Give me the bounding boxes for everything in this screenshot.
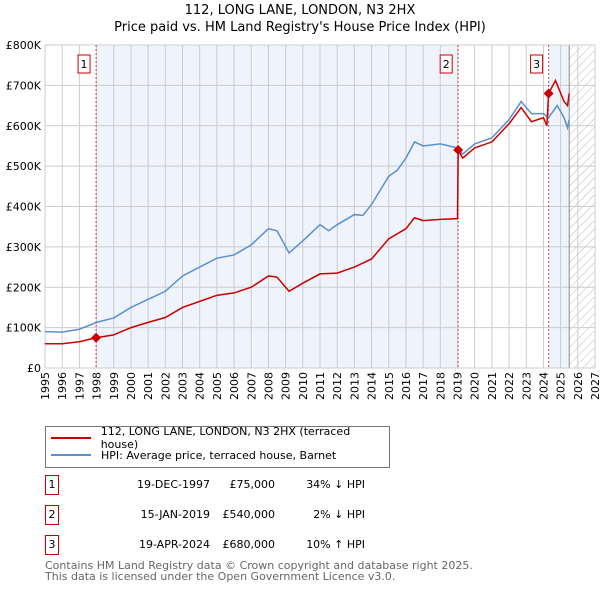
x-tick-label: 1999 bbox=[108, 372, 121, 400]
x-tick-label: 2019 bbox=[452, 372, 465, 400]
footer-copyright: Contains HM Land Registry data © Crown c… bbox=[45, 559, 473, 572]
y-tick-label: £0 bbox=[27, 362, 41, 375]
x-tick-label: 2002 bbox=[159, 372, 172, 400]
sale-row: 1 19-DEC-1997 £75,000 34% ↓ HPI bbox=[45, 475, 600, 495]
legend-swatch bbox=[51, 454, 91, 456]
x-tick-label: 2007 bbox=[245, 372, 258, 400]
x-tick-label: 1995 bbox=[39, 372, 52, 400]
hpi-line bbox=[44, 100, 570, 333]
x-tick-label: 2012 bbox=[331, 372, 344, 400]
sale-row: 3 19-APR-2024 £680,000 10% ↑ HPI bbox=[45, 535, 600, 555]
x-tick-label: 2006 bbox=[228, 372, 241, 400]
x-tick-label: 2009 bbox=[280, 372, 293, 400]
x-tick-label: 2013 bbox=[348, 372, 361, 400]
legend-swatch bbox=[51, 437, 91, 439]
y-tick-label: £800K bbox=[6, 39, 42, 52]
x-tick-label: 2023 bbox=[520, 372, 533, 400]
legend-item-property: 112, LONG LANE, LONDON, N3 2HX (terraced… bbox=[46, 425, 389, 451]
x-tick-label: 2018 bbox=[434, 372, 447, 400]
chart-title: 112, LONG LANE, LONDON, N3 2HX bbox=[184, 3, 416, 18]
y-tick-label: £300K bbox=[6, 241, 42, 254]
sale-point bbox=[543, 88, 554, 99]
x-tick-label: 1996 bbox=[56, 372, 69, 400]
sale-marker-number: 1 bbox=[45, 475, 59, 495]
chart-subtitle: Price paid vs. HM Land Registry's House … bbox=[114, 20, 486, 35]
x-tick-label: 2005 bbox=[211, 372, 224, 400]
x-tick-label: 2020 bbox=[469, 372, 482, 400]
footer-licence: This data is licensed under the Open Gov… bbox=[45, 570, 396, 583]
sale-label-box bbox=[439, 54, 453, 74]
x-tick-label: 2000 bbox=[125, 372, 138, 400]
x-tick-label: 2022 bbox=[503, 372, 516, 400]
legend-label: 112, LONG LANE, LONDON, N3 2HX (terraced… bbox=[100, 425, 351, 451]
sale-point bbox=[453, 144, 464, 155]
sale-label-box bbox=[77, 54, 91, 74]
sale-date: 19-APR-2024 bbox=[138, 538, 210, 551]
plot-frame bbox=[44, 44, 596, 369]
x-tick-label: 2004 bbox=[194, 372, 207, 400]
sale-label: 2 bbox=[443, 58, 450, 71]
y-tick-label: £600K bbox=[6, 120, 42, 133]
property-price-line bbox=[45, 78, 570, 345]
x-tick-label: 2021 bbox=[486, 372, 499, 400]
sale-marker-number: 2 bbox=[45, 505, 59, 525]
sale-label: 3 bbox=[533, 58, 540, 71]
x-tick-label: 2015 bbox=[383, 372, 396, 400]
sale-row: 2 15-JAN-2019 £540,000 2% ↓ HPI bbox=[45, 505, 600, 525]
y-tick-label: £200K bbox=[6, 281, 42, 294]
x-tick-label: 2001 bbox=[142, 372, 155, 400]
x-tick-label: 2010 bbox=[297, 372, 310, 400]
sale-hpi-diff: 10% ↑ HPI bbox=[306, 538, 365, 551]
x-tick-label: 2014 bbox=[366, 372, 379, 400]
legend-label: HPI: Average price, terraced house, Barn… bbox=[101, 448, 337, 462]
y-tick-label: £700K bbox=[6, 79, 42, 92]
sale-hpi-diff: 34% ↓ HPI bbox=[306, 478, 365, 491]
x-tick-label: 2016 bbox=[400, 372, 413, 400]
x-tick-label: 2024 bbox=[537, 372, 550, 400]
x-tick-label: 2011 bbox=[314, 372, 327, 400]
sale-price: £540,000 bbox=[222, 508, 276, 521]
sale-label: 1 bbox=[81, 58, 88, 71]
sale-date: 15-JAN-2019 bbox=[140, 508, 210, 521]
sale-label-box bbox=[530, 54, 544, 74]
sale-date: 19-DEC-1997 bbox=[136, 478, 210, 491]
x-tick-label: 2025 bbox=[555, 372, 568, 400]
x-tick-label: 2003 bbox=[177, 372, 190, 400]
x-tick-label: 1998 bbox=[91, 372, 104, 400]
sale-marker-number: 3 bbox=[45, 535, 59, 555]
x-tick-label: 2017 bbox=[417, 372, 430, 400]
x-tick-label: 2027 bbox=[589, 372, 600, 400]
x-tick-label: 2026 bbox=[572, 372, 585, 400]
sale-point bbox=[91, 332, 102, 343]
legend-item-hpi: HPI: Average price, terraced house, Barn… bbox=[46, 447, 336, 463]
sale-price: £75,000 bbox=[229, 478, 276, 491]
y-tick-label: £100K bbox=[6, 322, 42, 335]
y-tick-label: £500K bbox=[6, 160, 42, 173]
legend: 112, LONG LANE, LONDON, N3 2HX (terraced… bbox=[45, 425, 390, 468]
sale-hpi-diff: 2% ↓ HPI bbox=[313, 508, 365, 521]
plot-area: 1995 1996 1997 1998 1999 2000 2001 2002 2003 2004… bbox=[6, 39, 600, 400]
sale-price: £680,000 bbox=[222, 538, 276, 551]
x-tick-label: 2008 bbox=[262, 372, 275, 400]
x-tick-label: 1997 bbox=[73, 372, 86, 400]
y-tick-label: £400K bbox=[6, 201, 42, 214]
